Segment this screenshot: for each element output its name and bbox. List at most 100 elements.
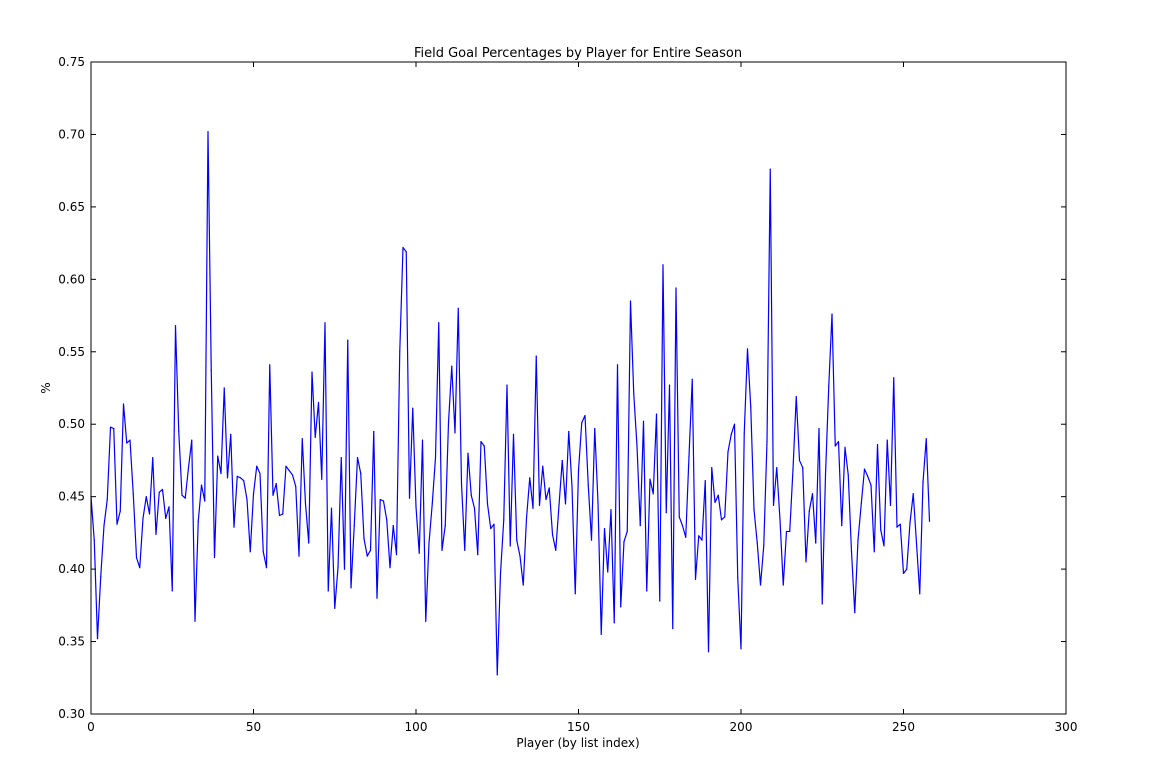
data-point: [561, 459, 563, 462]
data-point: [785, 530, 788, 533]
data-point: [720, 519, 723, 521]
data-point: [672, 627, 674, 630]
data-point: [464, 549, 466, 551]
data-point: [779, 519, 781, 521]
data-point: [629, 300, 632, 302]
y-tick-label: 0.40: [58, 562, 85, 576]
chart-title: Field Goal Percentages by Player for Ent…: [414, 46, 742, 61]
data-point: [613, 622, 615, 624]
data-point: [769, 168, 771, 170]
data-point: [347, 339, 349, 341]
data-point: [639, 525, 641, 527]
data-point: [610, 509, 612, 511]
data-point: [438, 322, 440, 324]
data-point: [207, 130, 209, 133]
data-point: [230, 433, 232, 435]
data-point: [516, 539, 518, 541]
data-point: [314, 436, 316, 438]
data-point: [441, 549, 443, 551]
data-point: [116, 523, 118, 525]
data-point: [126, 442, 128, 444]
data-point: [649, 478, 651, 480]
data-point: [327, 590, 329, 592]
data-point: [792, 468, 794, 470]
data-point: [594, 427, 596, 430]
data-point: [373, 430, 375, 433]
y-tick-label: 0.75: [58, 55, 85, 69]
y-tick-label: 0.45: [58, 490, 85, 504]
data-point: [737, 577, 739, 579]
data-point: [623, 540, 625, 543]
data-point: [168, 506, 170, 508]
data-point: [548, 487, 550, 489]
data-point: [831, 313, 833, 315]
data-point: [912, 493, 914, 495]
data-point: [509, 545, 511, 547]
data-point: [330, 507, 333, 509]
data-point: [334, 607, 336, 609]
data-point: [512, 433, 515, 435]
data-point: [506, 384, 508, 386]
data-point: [200, 484, 203, 486]
y-tick-label: 0.65: [58, 200, 85, 214]
data-point: [256, 465, 258, 467]
data-point: [93, 539, 95, 541]
data-point: [291, 474, 294, 476]
data-point: [308, 542, 310, 544]
data-point: [584, 414, 586, 417]
data-point: [659, 600, 661, 602]
data-point: [301, 438, 303, 440]
data-point: [428, 542, 430, 544]
data-point: [389, 567, 391, 569]
data-point: [272, 494, 274, 496]
data-point: [863, 468, 866, 470]
data-point: [343, 568, 346, 570]
data-point: [317, 401, 320, 404]
data-point: [577, 469, 580, 472]
data-point: [191, 439, 193, 441]
data-point: [675, 287, 677, 289]
data-point: [535, 355, 537, 357]
data-point: [704, 480, 706, 482]
data-point: [795, 396, 797, 398]
data-point: [532, 507, 534, 509]
data-point: [529, 477, 531, 479]
x-tick-label: 150: [567, 720, 590, 734]
data-point: [132, 493, 134, 495]
data-point: [285, 465, 287, 467]
data-point: [652, 493, 654, 495]
data-points: [90, 130, 931, 676]
data-point: [171, 590, 173, 592]
data-point: [867, 475, 869, 477]
data-point: [642, 420, 645, 422]
x-tick-label: 200: [730, 720, 753, 734]
data-point: [278, 514, 281, 517]
data-point: [889, 504, 892, 506]
data-point: [753, 509, 755, 511]
data-point: [545, 498, 547, 501]
data-point: [249, 551, 251, 553]
data-point: [174, 325, 177, 327]
data-point: [688, 455, 690, 457]
data-point: [766, 441, 768, 443]
data-point: [542, 465, 544, 467]
data-point: [824, 474, 827, 476]
data-point: [893, 377, 895, 379]
data-point: [480, 441, 482, 443]
data-point: [178, 430, 180, 433]
data-point: [139, 567, 141, 569]
data-point: [152, 456, 154, 459]
data-point: [363, 538, 365, 540]
data-point: [730, 433, 732, 435]
data-point: [870, 484, 872, 486]
data-point: [694, 578, 697, 580]
data-point: [454, 432, 456, 434]
data-point: [376, 597, 378, 599]
y-axis-ticks: 0.30 0.35 0.40 0.45 0.50 0.55 0.60 0.65 0.70 0.75: [58, 55, 1066, 721]
data-point: [360, 472, 362, 475]
data-point: [665, 511, 667, 514]
data-point: [204, 500, 206, 502]
x-tick-label: 250: [892, 720, 915, 734]
data-point: [607, 571, 609, 573]
data-point: [740, 648, 742, 650]
